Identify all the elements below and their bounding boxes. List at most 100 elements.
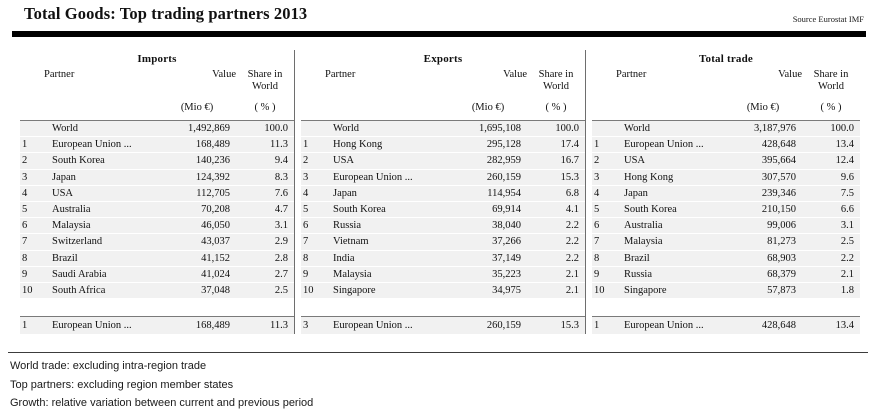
table-row[interactable]: 10 Singapore 57,873 1.8 — [592, 282, 860, 300]
cell-value: 81,273 — [767, 236, 796, 248]
footnote-divider — [8, 352, 868, 353]
cell-value: 3,187,976 — [754, 123, 796, 135]
table-row[interactable]: 9 Saudi Arabia 41,024 2.7 — [20, 266, 294, 283]
summary-partner: European Union ... — [333, 319, 413, 331]
cell-partner: Vietnam — [333, 236, 369, 248]
table-row-world[interactable]: World 1,492,869 100.0 — [20, 121, 294, 138]
cell-rank: 8 — [303, 252, 309, 264]
cell-partner: India — [333, 252, 355, 264]
summary-partner: European Union ... — [52, 319, 132, 331]
table-row[interactable]: 7 Switzerland 43,037 2.9 — [20, 234, 294, 251]
header-rule — [592, 120, 860, 121]
table-row[interactable]: 4 Japan 114,954 6.8 — [301, 185, 585, 202]
table-row[interactable]: 9 Malaysia 35,223 2.1 — [301, 266, 585, 283]
cell-partner: Hong Kong — [624, 171, 674, 183]
table-row[interactable]: 1 European Union ... 428,648 13.4 — [592, 137, 860, 154]
table-row[interactable]: 4 USA 112,705 7.6 — [20, 185, 294, 202]
cell-value: 140,236 — [195, 155, 230, 167]
summary-rule — [20, 316, 294, 318]
cell-rank: 10 — [303, 284, 314, 296]
table-row[interactable]: 6 Malaysia 46,050 3.1 — [20, 218, 294, 235]
table-row[interactable]: 2 USA 282,959 16.7 — [301, 153, 585, 170]
cell-rank: 7 — [303, 236, 309, 248]
rows-imports: World 1,492,869 100.0 1 European Union ... 16… — [20, 121, 294, 300]
table-row[interactable]: 2 South Korea 140,236 9.4 — [20, 153, 294, 170]
table-panels: Imports Partner Value Share in World (Mio €)(… — [20, 50, 860, 334]
summary-row[interactable]: 1 European Union ... 168,489 11.3 — [20, 317, 294, 334]
table-row[interactable]: 1 European Union ... 168,489 11.3 — [20, 137, 294, 154]
cell-share: 6.6 — [840, 204, 854, 216]
summary-value: 168,489 — [195, 319, 230, 331]
table-row[interactable]: 8 India 37,149 2.2 — [301, 250, 585, 267]
summary-partner: European Union ... — [624, 319, 704, 331]
table-row[interactable]: 1 Hong Kong 295,128 17.4 — [301, 137, 585, 154]
panel-total: Total trade Partner Value Share in World (Mio… — [585, 50, 860, 334]
cell-value: 114,954 — [487, 187, 521, 199]
summary-row[interactable]: 1 European Union ... 428,648 13.4 — [592, 317, 860, 334]
cell-rank: 10 — [22, 284, 33, 296]
unit-value: (Mio €) — [180, 102, 214, 113]
summary-rank: 3 — [303, 319, 309, 331]
cell-value: 46,050 — [201, 220, 230, 232]
table-row[interactable]: 3 Hong Kong 307,570 9.6 — [592, 169, 860, 186]
cell-partner: Saudi Arabia — [52, 268, 107, 280]
table-row[interactable]: 8 Brazil 41,152 2.8 — [20, 250, 294, 267]
summary-row[interactable]: 3 European Union ... 260,159 15.3 — [301, 317, 585, 334]
cell-rank: 3 — [22, 171, 28, 183]
table-row[interactable]: 8 Brazil 68,903 2.2 — [592, 250, 860, 267]
cell-share: 2.1 — [840, 268, 854, 280]
table-row[interactable]: 5 Australia 70,208 4.7 — [20, 201, 294, 219]
table-row[interactable]: 10 Singapore 34,975 2.1 — [301, 282, 585, 300]
cell-partner: World — [333, 123, 359, 135]
cell-rank: 6 — [303, 220, 309, 232]
table-row[interactable]: 5 South Korea 69,914 4.1 — [301, 201, 585, 219]
table-row[interactable]: 7 Vietnam 37,266 2.2 — [301, 234, 585, 251]
table-row[interactable]: 3 Japan 124,392 8.3 — [20, 169, 294, 186]
cell-value: 282,959 — [486, 155, 521, 167]
cell-value: 41,024 — [201, 268, 230, 280]
cell-rank: 4 — [22, 187, 28, 199]
cell-partner: Australia — [624, 220, 663, 232]
cell-share: 2.2 — [840, 252, 854, 264]
title-divider-bar — [12, 31, 866, 37]
cell-rank: 2 — [594, 155, 600, 167]
cell-share: 3.1 — [274, 220, 288, 232]
cell-share: 2.1 — [565, 284, 579, 296]
table-row[interactable]: 4 Japan 239,346 7.5 — [592, 185, 860, 202]
cell-value: 1,492,869 — [188, 123, 230, 135]
cell-value: 41,152 — [201, 252, 230, 264]
cell-rank: 7 — [594, 236, 600, 248]
cell-value: 37,266 — [492, 236, 521, 248]
table-row-world[interactable]: World 1,695,108 100.0 — [301, 121, 585, 138]
table-row[interactable]: 5 South Korea 210,150 6.6 — [592, 201, 860, 219]
cell-share: 2.5 — [840, 236, 854, 248]
cell-value: 34,975 — [492, 284, 521, 296]
cell-rank: 9 — [594, 268, 600, 280]
cell-share: 2.2 — [565, 252, 579, 264]
cell-share: 4.1 — [565, 204, 579, 216]
cell-rank: 8 — [22, 252, 28, 264]
table-row[interactable]: 10 South Africa 37,048 2.5 — [20, 282, 294, 300]
table-row-world[interactable]: World 3,187,976 100.0 — [592, 121, 860, 138]
table-row[interactable]: 3 European Union ... 260,159 15.3 — [301, 169, 585, 186]
column-header-row: Partner Value Share in World — [301, 68, 585, 102]
table-row[interactable]: 6 Russia 38,040 2.2 — [301, 218, 585, 235]
column-header-value: Value — [778, 69, 802, 80]
table-row[interactable]: 2 USA 395,664 12.4 — [592, 153, 860, 170]
unit-value: (Mio €) — [746, 102, 780, 113]
cell-value: 295,128 — [486, 139, 521, 151]
column-units-row: (Mio €) ( % ) — [592, 102, 860, 118]
column-header-share-line1: Share in — [813, 69, 849, 80]
cell-value: 428,648 — [761, 139, 796, 151]
cell-rank: 3 — [303, 171, 309, 183]
column-header-share: Share in World — [527, 68, 585, 94]
table-row[interactable]: 9 Russia 68,379 2.1 — [592, 266, 860, 283]
table-row[interactable]: 7 Malaysia 81,273 2.5 — [592, 234, 860, 251]
column-header-rank — [301, 68, 325, 70]
footnote-line: World trade: excluding intra-region trad… — [10, 360, 207, 372]
cell-value: 210,150 — [761, 204, 796, 216]
summary-value: 428,648 — [761, 319, 796, 331]
rows-gap — [301, 299, 585, 317]
table-row[interactable]: 6 Australia 99,006 3.1 — [592, 218, 860, 235]
summary-rule — [301, 316, 585, 318]
